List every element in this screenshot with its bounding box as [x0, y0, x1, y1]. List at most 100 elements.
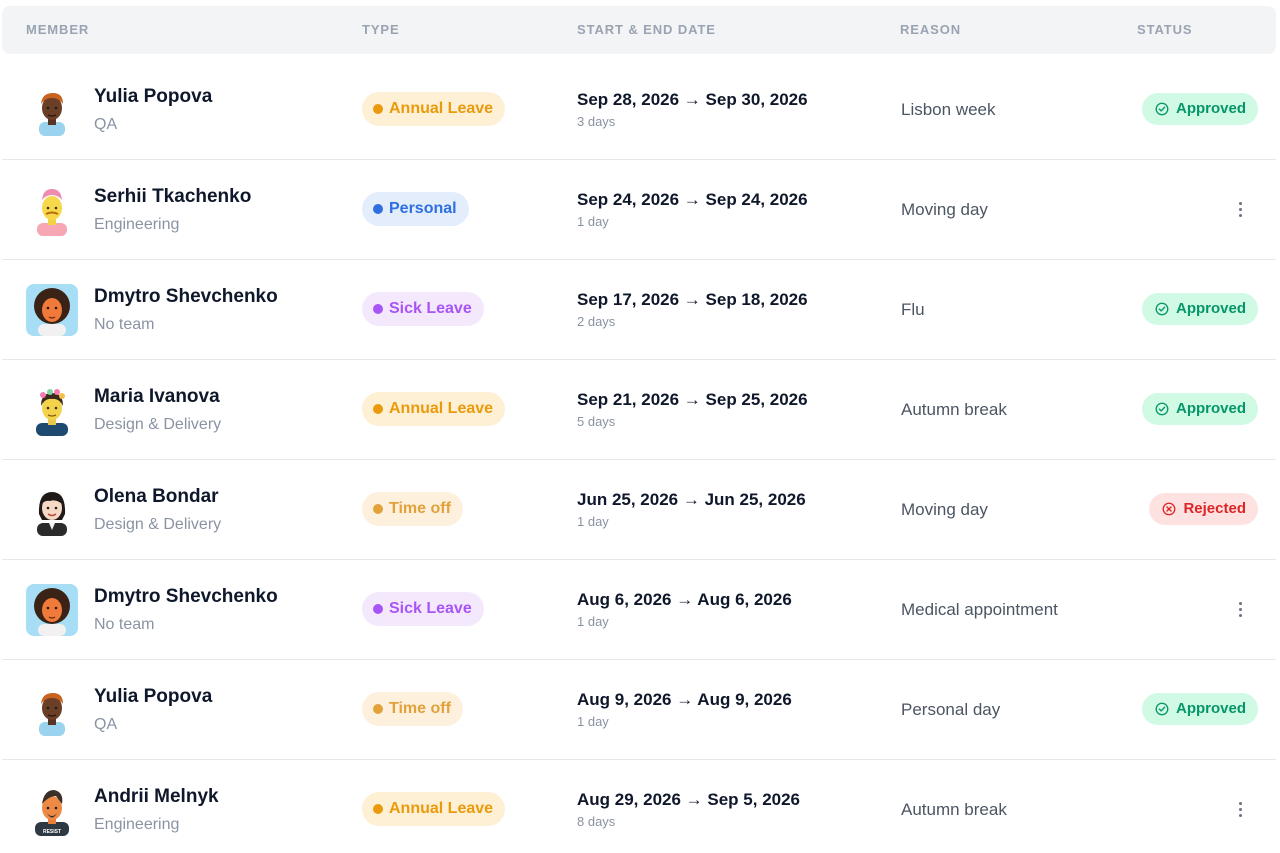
- date-range: Sep 17, 2026 → Sep 18, 2026: [577, 290, 808, 309]
- member-name[interactable]: Andrii Melnyk: [94, 786, 219, 807]
- svg-text:RESIST: RESIST: [43, 829, 61, 835]
- avatar-curly-hair-icon: [26, 584, 78, 636]
- duration: 1 day: [577, 714, 609, 729]
- date-range: Aug 6, 2026 → Aug 6, 2026: [577, 590, 792, 609]
- avatar-curly-hair-icon: [26, 284, 78, 336]
- leave-type-badge: Personal: [362, 192, 469, 226]
- member-team: Design & Delivery: [94, 416, 222, 433]
- table-row[interactable]: Olena Bondar Design & Delivery Time off …: [2, 460, 1276, 560]
- member-name[interactable]: Dmytro Shevchenko: [94, 586, 278, 607]
- leave-type-badge: Annual Leave: [362, 792, 506, 826]
- column-header-status[interactable]: STATUS: [1137, 22, 1193, 37]
- check-circle-icon: [1155, 102, 1169, 116]
- status-badge-approved: Approved: [1141, 293, 1258, 325]
- leave-type-badge: Annual Leave: [362, 392, 506, 426]
- leave-type-dot-icon: [373, 204, 383, 214]
- member-name[interactable]: Dmytro Shevchenko: [94, 286, 278, 307]
- duration: 2 days: [577, 314, 616, 329]
- leave-type-dot-icon: [373, 404, 383, 414]
- reason: Personal day: [901, 700, 1001, 719]
- leave-type-label: Time off: [389, 500, 451, 517]
- leave-type-label: Personal: [389, 200, 457, 217]
- more-actions-icon[interactable]: [1230, 598, 1250, 622]
- leave-type-label: Time off: [389, 700, 451, 717]
- member-team: QA: [94, 716, 118, 733]
- member-team: Design & Delivery: [94, 516, 222, 533]
- member-name[interactable]: Maria Ivanova: [94, 386, 220, 407]
- leave-type-dot-icon: [373, 704, 383, 714]
- status-label: Rejected: [1183, 500, 1246, 517]
- member-name[interactable]: Olena Bondar: [94, 486, 219, 507]
- reason: Flu: [901, 300, 925, 319]
- leave-type-label: Sick Leave: [389, 300, 472, 317]
- column-header-reason[interactable]: REASON: [900, 22, 962, 37]
- reason: Moving day: [901, 200, 988, 219]
- more-actions-icon[interactable]: [1230, 798, 1250, 822]
- status-label: Approved: [1175, 300, 1246, 317]
- column-header-type[interactable]: TYPE: [362, 22, 400, 37]
- leave-type-label: Annual Leave: [389, 100, 494, 117]
- date-range: Aug 9, 2026 → Aug 9, 2026: [577, 690, 792, 709]
- table-row[interactable]: Dmytro Shevchenko No team Sick Leave Aug…: [2, 560, 1276, 660]
- reason: Medical appointment: [901, 600, 1058, 619]
- avatar-dark-hair-icon: [26, 484, 78, 536]
- status-label: Approved: [1175, 100, 1246, 117]
- member-team: Engineering: [94, 216, 180, 233]
- date-range: Sep 28, 2026 → Sep 30, 2026: [577, 90, 808, 109]
- reason: Autumn break: [901, 800, 1007, 819]
- member-name[interactable]: Serhii Tkachenko: [94, 186, 252, 207]
- member-team: Engineering: [94, 816, 180, 833]
- check-circle-icon: [1155, 402, 1169, 416]
- status-badge-approved: Approved: [1141, 93, 1258, 125]
- leave-type-dot-icon: [373, 804, 383, 814]
- reason: Autumn break: [901, 400, 1007, 419]
- member-name[interactable]: Yulia Popova: [94, 686, 213, 707]
- column-header-dates[interactable]: START & END DATE: [577, 22, 716, 37]
- date-range: Sep 21, 2026 → Sep 25, 2026: [577, 390, 808, 409]
- status-label: Approved: [1175, 700, 1246, 717]
- more-actions-icon[interactable]: [1230, 198, 1250, 222]
- duration: 5 days: [577, 414, 616, 429]
- table-row[interactable]: Yulia Popova QA Annual Leave Sep 28, 202…: [2, 60, 1276, 160]
- avatar-pink-hair-icon: [26, 184, 78, 236]
- x-circle-icon: [1163, 502, 1176, 516]
- status-badge-approved: Approved: [1141, 693, 1258, 725]
- status-badge-approved: Approved: [1141, 393, 1258, 425]
- duration: 1 day: [577, 514, 609, 529]
- check-circle-icon: [1155, 702, 1169, 716]
- reason: Moving day: [901, 500, 988, 519]
- member-team: QA: [94, 116, 118, 133]
- table-row[interactable]: Serhii Tkachenko Engineering Personal Se…: [2, 160, 1276, 260]
- table-row[interactable]: Maria Ivanova Design & Delivery Annual L…: [2, 360, 1276, 460]
- table-header: MEMBER TYPE START & END DATE REASON STAT…: [2, 6, 1276, 54]
- date-range: Aug 29, 2026 → Sep 5, 2026: [577, 790, 801, 809]
- leave-type-label: Annual Leave: [389, 800, 494, 817]
- leave-type-dot-icon: [373, 604, 383, 614]
- duration: 1 day: [577, 614, 609, 629]
- leave-type-badge: Sick Leave: [362, 292, 484, 326]
- table-row[interactable]: Dmytro Shevchenko No team Sick Leave Sep…: [2, 260, 1276, 360]
- status-badge-rejected: Rejected: [1149, 493, 1258, 525]
- duration: 1 day: [577, 214, 609, 229]
- date-range: Sep 24, 2026 → Sep 24, 2026: [577, 190, 808, 209]
- leave-type-badge: Annual Leave: [362, 92, 506, 126]
- avatar-flower-crown-icon: [26, 384, 78, 436]
- table-row[interactable]: Yulia Popova QA Time off Aug 9, 2026 → A…: [2, 660, 1276, 760]
- leave-type-badge: Time off: [362, 692, 463, 726]
- member-team: No team: [94, 316, 155, 333]
- leave-type-dot-icon: [373, 104, 383, 114]
- column-header-member[interactable]: MEMBER: [26, 22, 90, 37]
- member-name[interactable]: Yulia Popova: [94, 86, 213, 107]
- avatar-resist-shirt-icon: RESIST: [26, 784, 78, 836]
- status-label: Approved: [1175, 400, 1246, 417]
- leave-type-label: Sick Leave: [389, 600, 472, 617]
- leave-type-dot-icon: [373, 304, 383, 314]
- leave-type-badge: Time off: [362, 492, 463, 526]
- table-row[interactable]: RESIST Andrii Melnyk Engineering Annual …: [2, 760, 1276, 853]
- leave-type-label: Annual Leave: [389, 400, 494, 417]
- avatar-dark-skin-icon: [26, 684, 78, 736]
- member-team: No team: [94, 616, 155, 633]
- avatar-dark-skin-icon: [26, 84, 78, 136]
- leave-type-dot-icon: [373, 504, 383, 514]
